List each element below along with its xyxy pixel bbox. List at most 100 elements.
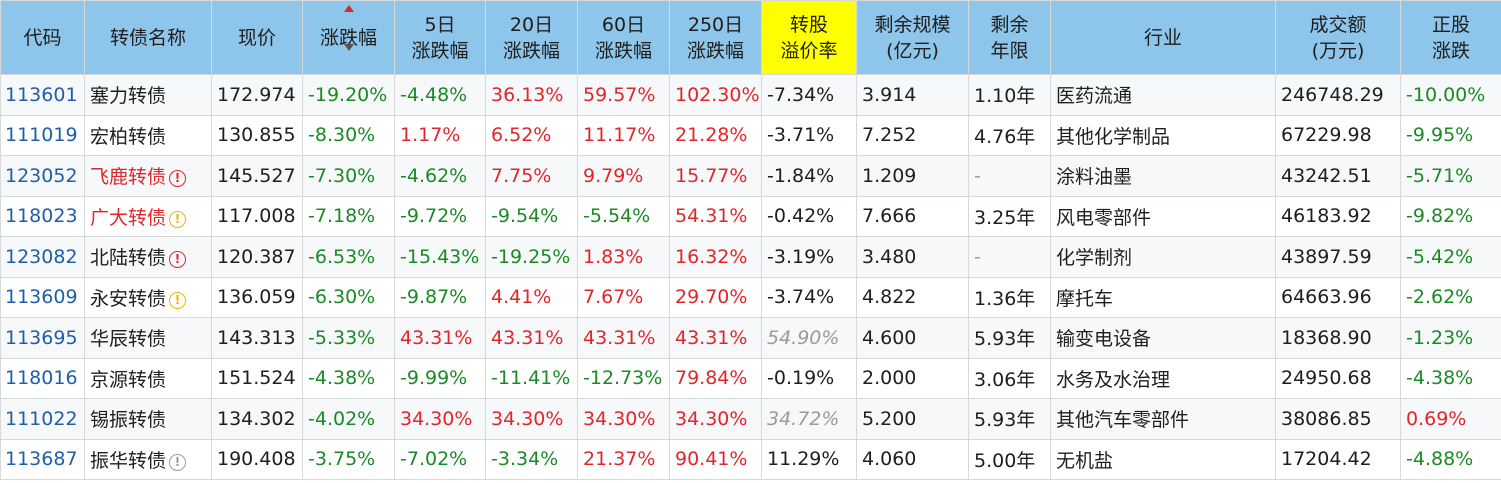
col-code-header[interactable]: 代码 <box>0 0 85 75</box>
price-cell: 130.855 <box>211 114 303 156</box>
stock-change-cell: -10.00% <box>1400 74 1501 116</box>
change-20d-cell: -11.41% <box>485 357 578 399</box>
industry-cell: 风电零部件 <box>1050 195 1276 237</box>
volume-cell: 17204.42 <box>1275 438 1401 480</box>
bond-code-link[interactable]: 118023 <box>0 195 85 237</box>
bond-code-link[interactable]: 111019 <box>0 114 85 156</box>
years-cell: - <box>968 236 1051 278</box>
price-cell: 190.408 <box>211 438 303 480</box>
warning-icon[interactable]: ! <box>169 170 187 188</box>
bond-name-cell[interactable]: 京源转债 <box>84 357 212 399</box>
table-row[interactable]: 111022 锡振转债 134.302 -4.02% 34.30% 34.30% 34.30… <box>0 398 1501 440</box>
change-20d-cell: 4.41% <box>485 276 578 318</box>
premium-cell: -7.34% <box>761 74 857 116</box>
bond-code-link[interactable]: 111022 <box>0 398 85 440</box>
bond-code-link[interactable]: 113695 <box>0 317 85 359</box>
col-change-header[interactable]: 涨跌幅 <box>302 0 395 75</box>
years-cell: 3.25年 <box>968 195 1051 237</box>
table-row[interactable]: 123082 北陆转债! 120.387 -6.53% -15.43% -19.25% 1.… <box>0 236 1501 278</box>
bond-code-link[interactable]: 118016 <box>0 357 85 399</box>
scale-cell: 1.209 <box>856 155 969 197</box>
bond-name-cell[interactable]: 振华转债! <box>84 438 212 480</box>
col-years-header[interactable]: 剩余 年限 <box>968 0 1051 75</box>
price-cell: 172.974 <box>211 74 303 116</box>
change-60d-cell: 59.57% <box>577 74 670 116</box>
change-250d-cell: 90.41% <box>669 438 762 480</box>
change-5d-cell: -4.48% <box>394 74 486 116</box>
table-row[interactable]: 113695 华辰转债 143.313 -5.33% 43.31% 43.31% 43.31… <box>0 317 1501 359</box>
col-60d-header[interactable]: 60日 涨跌幅 <box>577 0 670 75</box>
change-20d-cell: 7.75% <box>485 155 578 197</box>
industry-cell: 摩托车 <box>1050 276 1276 318</box>
warning-icon[interactable]: ! <box>169 291 187 309</box>
scale-cell: 3.480 <box>856 236 969 278</box>
bond-name-cell[interactable]: 飞鹿转债! <box>84 155 212 197</box>
bond-code-link[interactable]: 123052 <box>0 155 85 197</box>
stock-change-cell: -5.42% <box>1400 236 1501 278</box>
bond-name-cell[interactable]: 永安转债! <box>84 276 212 318</box>
change-250d-cell: 29.70% <box>669 276 762 318</box>
col-stock-change-header[interactable]: 正股 涨跌 <box>1400 0 1501 75</box>
change-60d-cell: -5.54% <box>577 195 670 237</box>
table-row[interactable]: 113687 振华转债! 190.408 -3.75% -7.02% -3.34% 21.3… <box>0 438 1501 480</box>
bond-name-cell[interactable]: 塞力转债 <box>84 74 212 116</box>
change-60d-cell: 1.83% <box>577 236 670 278</box>
bond-name-cell[interactable]: 锡振转债 <box>84 398 212 440</box>
bond-name-cell[interactable]: 广大转债! <box>84 195 212 237</box>
table-row[interactable]: 123052 飞鹿转债! 145.527 -7.30% -4.62% 7.75% 9.79%… <box>0 155 1501 197</box>
bond-name-cell[interactable]: 北陆转债! <box>84 236 212 278</box>
warning-icon[interactable]: ! <box>169 453 187 471</box>
change-5d-cell: -9.99% <box>394 357 486 399</box>
table-row[interactable]: 113601 塞力转债 172.974 -19.20% -4.48% 36.13% 59.5… <box>0 74 1501 116</box>
sort-asc-icon[interactable] <box>304 4 394 25</box>
table-row[interactable]: 118016 京源转债 151.524 -4.38% -9.99% -11.41% -12.… <box>0 357 1501 399</box>
col-premium-header[interactable]: 转股 溢价率 <box>761 0 857 75</box>
col-name-header[interactable]: 转债名称 <box>84 0 212 75</box>
change-5d-cell: 43.31% <box>394 317 486 359</box>
table-row[interactable]: 111019 宏柏转债 130.855 -8.30% 1.17% 6.52% 11.17% 2… <box>0 114 1501 156</box>
col-industry-header[interactable]: 行业 <box>1050 0 1276 75</box>
col-price-header[interactable]: 现价 <box>211 0 303 75</box>
premium-cell: -3.71% <box>761 114 857 156</box>
change-60d-cell: 43.31% <box>577 317 670 359</box>
years-cell: 3.06年 <box>968 357 1051 399</box>
change-20d-cell: 43.31% <box>485 317 578 359</box>
industry-cell: 其他汽车零部件 <box>1050 398 1276 440</box>
change-5d-cell: 34.30% <box>394 398 486 440</box>
price-cell: 143.313 <box>211 317 303 359</box>
col-scale-header[interactable]: 剩余规模 (亿元) <box>856 0 969 75</box>
bond-code-link[interactable]: 113609 <box>0 276 85 318</box>
change-250d-cell: 54.31% <box>669 195 762 237</box>
warning-icon[interactable]: ! <box>169 251 187 269</box>
volume-cell: 46183.92 <box>1275 195 1401 237</box>
change-60d-cell: 11.17% <box>577 114 670 156</box>
change-250d-cell: 21.28% <box>669 114 762 156</box>
change-cell: -19.20% <box>302 74 395 116</box>
bond-code-link[interactable]: 113687 <box>0 438 85 480</box>
change-5d-cell: -15.43% <box>394 236 486 278</box>
sort-desc-icon[interactable] <box>304 43 394 65</box>
stock-change-cell: -4.38% <box>1400 357 1501 399</box>
change-cell: -3.75% <box>302 438 395 480</box>
stock-change-cell: -1.23% <box>1400 317 1501 359</box>
change-5d-cell: -4.62% <box>394 155 486 197</box>
premium-cell: 54.90% <box>761 317 857 359</box>
price-cell: 120.387 <box>211 236 303 278</box>
change-60d-cell: 34.30% <box>577 398 670 440</box>
table-row[interactable]: 118023 广大转债! 117.008 -7.18% -9.72% -9.54% -5.5… <box>0 195 1501 237</box>
col-volume-header[interactable]: 成交额 (万元) <box>1275 0 1401 75</box>
change-20d-cell: 36.13% <box>485 74 578 116</box>
col-250d-header[interactable]: 250日 涨跌幅 <box>669 0 762 75</box>
col-20d-header[interactable]: 20日 涨跌幅 <box>485 0 578 75</box>
bond-code-link[interactable]: 113601 <box>0 74 85 116</box>
price-cell: 151.524 <box>211 357 303 399</box>
bond-name-cell[interactable]: 宏柏转债 <box>84 114 212 156</box>
table-row[interactable]: 113609 永安转债! 136.059 -6.30% -9.87% 4.41% 7.67%… <box>0 276 1501 318</box>
change-cell: -6.30% <box>302 276 395 318</box>
warning-icon[interactable]: ! <box>169 210 187 228</box>
bond-code-link[interactable]: 123082 <box>0 236 85 278</box>
col-5d-header[interactable]: 5日 涨跌幅 <box>394 0 486 75</box>
scale-cell: 4.600 <box>856 317 969 359</box>
volume-cell: 43897.59 <box>1275 236 1401 278</box>
bond-name-cell[interactable]: 华辰转债 <box>84 317 212 359</box>
